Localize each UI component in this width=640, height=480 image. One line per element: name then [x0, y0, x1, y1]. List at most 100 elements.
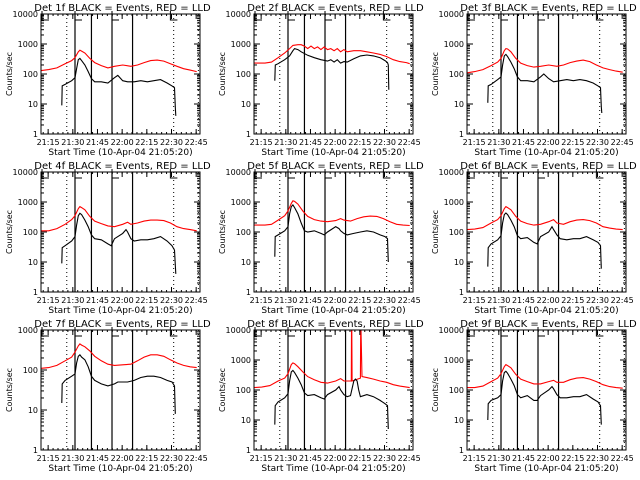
- y-axis-label: Counts/sec: [431, 52, 440, 96]
- series-events-line: [274, 47, 390, 90]
- series-lld-line: [467, 47, 623, 74]
- plot-frame: [466, 171, 627, 293]
- x-tick-label: 22:15: [348, 454, 371, 463]
- panel-det-3: Det 3f BLACK = Events, RED = LLD 1 10 100 10…: [431, 3, 637, 158]
- y-tick-label: 1: [33, 288, 38, 297]
- series-events-line: [487, 212, 602, 269]
- y-tick-label: 1: [246, 288, 251, 297]
- y-axis-label: Counts/sec: [5, 210, 14, 254]
- x-tick-label: 21:15: [250, 138, 273, 147]
- x-tick-label: 22:45: [398, 454, 421, 463]
- x-tick-label: 21:30: [61, 454, 84, 463]
- x-tick-label: 21:30: [274, 138, 297, 147]
- y-axis-label: Counts/sec: [218, 368, 227, 412]
- series-lld-line: [41, 49, 197, 73]
- plot-frame: [40, 329, 201, 451]
- x-tick-label: 22:45: [611, 454, 634, 463]
- series-events-line: [487, 53, 603, 114]
- panel-title: Det 4f BLACK = Events, RED = LLD: [34, 161, 211, 172]
- x-tick-label: 21:45: [86, 296, 109, 305]
- x-tick-label: 22:00: [537, 454, 560, 463]
- series-lld-line: [254, 200, 410, 227]
- x-tick-label: 22:30: [586, 296, 609, 305]
- panel-title: Det 1f BLACK = Events, RED = LLD: [34, 3, 211, 14]
- panel-title: Det 9f BLACK = Events, RED = LLD: [460, 319, 637, 330]
- y-tick-label: 100: [23, 70, 38, 79]
- x-tick-label: 22:00: [111, 454, 134, 463]
- x-tick-label: 22:00: [111, 296, 134, 305]
- y-tick-label: 10: [454, 258, 464, 267]
- plot-frame: [253, 171, 414, 293]
- y-tick-label: 1000: [231, 356, 251, 365]
- x-axis-label: Start Time (10-Apr-04 21:05:20): [261, 148, 405, 158]
- y-tick-label: 10: [241, 100, 251, 109]
- x-tick-label: 22:45: [185, 138, 208, 147]
- y-axis-label: Counts/sec: [431, 368, 440, 412]
- x-tick-label: 22:15: [561, 454, 584, 463]
- panel-title: Det 2f BLACK = Events, RED = LLD: [247, 3, 424, 14]
- series-events-line: [274, 204, 389, 263]
- y-tick-label: 100: [449, 386, 464, 395]
- y-tick-label: 1: [246, 130, 251, 139]
- x-tick-label: 22:00: [537, 138, 560, 147]
- x-tick-label: 22:30: [373, 454, 396, 463]
- x-tick-label: 21:45: [512, 138, 535, 147]
- x-axis-label: Start Time (10-Apr-04 21:05:20): [48, 464, 192, 474]
- panel-title: Det 6f BLACK = Events, RED = LLD: [460, 161, 637, 172]
- y-tick-label: 10000: [13, 10, 38, 19]
- x-tick-label: 21:15: [37, 138, 60, 147]
- y-tick-label: 10000: [226, 10, 251, 19]
- x-tick-label: 21:30: [274, 454, 297, 463]
- x-tick-label: 22:00: [537, 296, 560, 305]
- x-tick-label: 22:15: [135, 296, 158, 305]
- series-events-line: [61, 212, 177, 274]
- panel-det-2: Det 2f BLACK = Events, RED = LLD 1 10 100 10…: [218, 3, 424, 158]
- y-tick-label: 10: [454, 416, 464, 425]
- x-axis-label: Start Time (10-Apr-04 21:05:20): [261, 306, 405, 316]
- x-axis-label: Start Time (10-Apr-04 21:05:20): [261, 464, 405, 474]
- x-tick-label: 22:00: [324, 138, 347, 147]
- x-tick-label: 21:45: [512, 296, 535, 305]
- y-tick-label: 10000: [226, 326, 251, 335]
- y-tick-label: 10: [28, 100, 38, 109]
- series-lld-line: [41, 205, 197, 232]
- y-tick-label: 100: [236, 70, 251, 79]
- x-tick-label: 22:15: [348, 296, 371, 305]
- x-tick-label: 22:45: [611, 296, 634, 305]
- series-events-line: [61, 353, 176, 414]
- plot-frame: [466, 13, 627, 135]
- series-events-line: [487, 370, 602, 425]
- series-lld-line: [41, 343, 197, 369]
- y-tick-label: 1000: [18, 326, 38, 335]
- y-axis-label: Counts/sec: [218, 210, 227, 254]
- y-tick-label: 1: [33, 130, 38, 139]
- x-tick-label: 22:15: [561, 138, 584, 147]
- x-tick-label: 22:00: [111, 138, 134, 147]
- x-tick-label: 21:30: [61, 296, 84, 305]
- x-tick-label: 22:30: [586, 454, 609, 463]
- plot-frame: [466, 329, 627, 451]
- y-tick-label: 1000: [444, 40, 464, 49]
- x-tick-label: 21:15: [463, 296, 486, 305]
- y-tick-label: 1: [459, 130, 464, 139]
- y-tick-label: 1000: [444, 356, 464, 365]
- series-events-line: [61, 57, 177, 116]
- y-tick-label: 1: [33, 446, 38, 455]
- series-lld-line: [254, 44, 410, 65]
- y-tick-label: 100: [236, 386, 251, 395]
- y-tick-label: 1: [246, 446, 251, 455]
- x-axis-label: Start Time (10-Apr-04 21:05:20): [48, 148, 192, 158]
- y-tick-label: 10: [241, 416, 251, 425]
- panel-title: Det 8f BLACK = Events, RED = LLD: [247, 319, 424, 330]
- x-tick-label: 21:30: [487, 454, 510, 463]
- panel-det-7: Det 7f BLACK = Events, RED = LLD 1 10 100 10…: [5, 319, 211, 474]
- panel-det-5: Det 5f BLACK = Events, RED = LLD 1 10 100 10…: [218, 161, 424, 316]
- x-tick-label: 21:45: [299, 138, 322, 147]
- y-tick-label: 10000: [439, 326, 464, 335]
- y-tick-label: 100: [236, 228, 251, 237]
- x-tick-label: 22:30: [373, 296, 396, 305]
- x-tick-label: 22:15: [561, 296, 584, 305]
- y-tick-label: 1000: [231, 198, 251, 207]
- y-tick-label: 100: [23, 366, 38, 375]
- x-tick-label: 22:45: [398, 296, 421, 305]
